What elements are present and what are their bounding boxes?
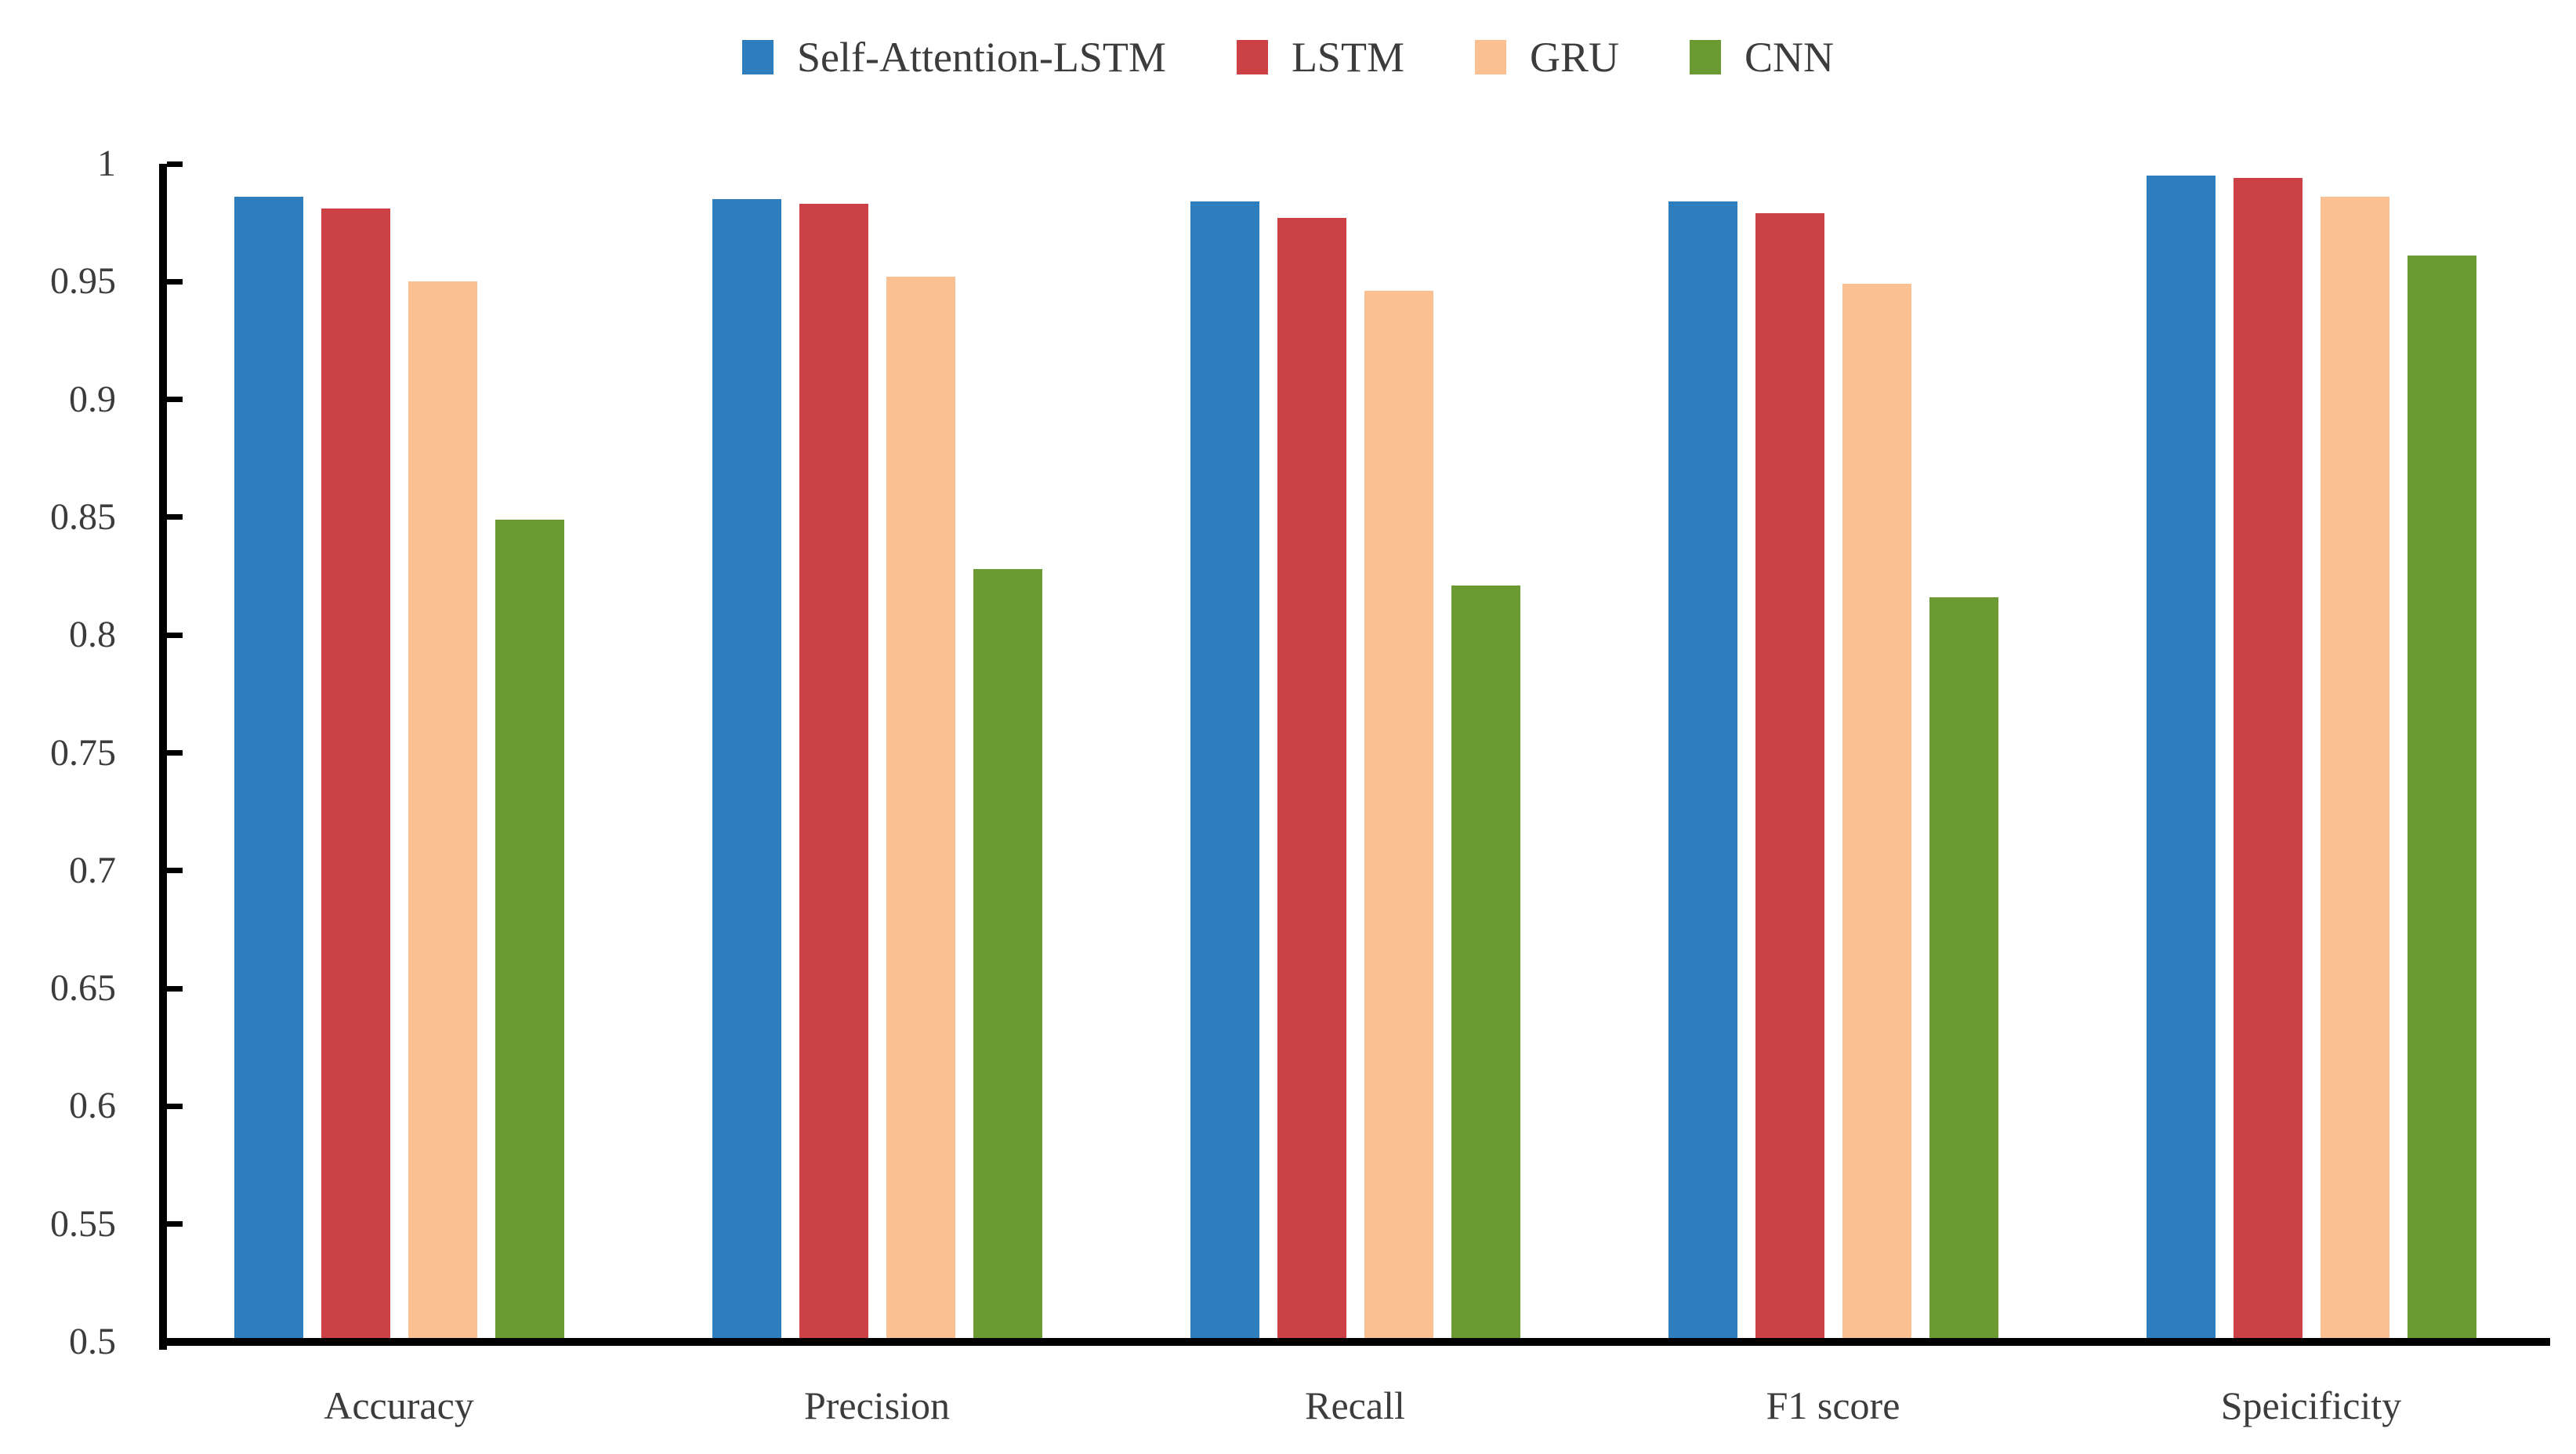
x-axis-label-recall: Recall (1305, 1383, 1405, 1427)
x-axis-line (159, 1338, 2550, 1346)
bar-cnn-precision (973, 569, 1042, 1342)
bar-gru-speicificity (2320, 197, 2389, 1342)
bar-self-attention-lstm-f1-score (1668, 201, 1737, 1342)
bar-lstm-accuracy (321, 208, 390, 1342)
y-tick (167, 750, 183, 756)
y-tick-label: 0.95 (50, 260, 116, 303)
y-tick (167, 397, 183, 403)
y-tick (167, 161, 183, 167)
y-tick-label: 0.5 (69, 1321, 116, 1362)
legend: Self-Attention-LSTM LSTM GRU CNN (0, 36, 2576, 78)
legend-swatch-self-attention-lstm (741, 40, 774, 74)
y-tick-label: 0.75 (50, 731, 116, 774)
y-tick (167, 868, 183, 874)
legend-item-cnn: CNN (1689, 34, 1834, 81)
y-tick-label: 0.7 (69, 849, 116, 891)
bar-gru-precision (886, 277, 955, 1342)
bar-self-attention-lstm-precision (712, 199, 781, 1342)
x-axis-label-f1-score: F1 score (1766, 1383, 1900, 1427)
y-tick (167, 1103, 183, 1109)
legend-item-self-attention-lstm: Self-Attention-LSTM (741, 34, 1166, 81)
bar-gru-f1-score (1842, 284, 1911, 1342)
y-tick-label: 0.85 (50, 495, 116, 538)
y-axis-line (159, 164, 167, 1350)
y-tick-label: 0.8 (69, 614, 116, 656)
legend-label-gru: GRU (1529, 34, 1619, 81)
bar-gru-recall (1364, 291, 1433, 1342)
bar-cnn-f1-score (1929, 597, 1998, 1342)
legend-label-cnn: CNN (1744, 34, 1834, 81)
bar-lstm-speicificity (2233, 178, 2302, 1342)
x-axis-label-speicificity: Speicificity (2220, 1383, 2402, 1427)
x-axis-label-precision: Precision (803, 1383, 951, 1427)
bar-cnn-recall (1451, 586, 1520, 1342)
legend-item-lstm: LSTM (1236, 34, 1404, 81)
legend-swatch-cnn (1689, 40, 1721, 74)
bar-lstm-f1-score (1755, 213, 1824, 1342)
y-tick (167, 1221, 183, 1227)
y-tick-label: 0.65 (50, 967, 116, 1010)
y-tick (167, 985, 183, 992)
y-tick-label: 1 (97, 143, 116, 184)
legend-swatch-lstm (1236, 40, 1268, 74)
legend-swatch-gru (1474, 40, 1506, 74)
legend-label-self-attention-lstm: Self-Attention-LSTM (796, 34, 1166, 81)
y-tick-label: 0.6 (69, 1085, 116, 1127)
bar-self-attention-lstm-accuracy (234, 197, 303, 1342)
bar-self-attention-lstm-recall (1190, 201, 1259, 1342)
y-tick (167, 632, 183, 638)
x-axis-label-accuracy: Accuracy (324, 1383, 474, 1427)
y-tick (167, 278, 183, 285)
legend-label-lstm: LSTM (1291, 34, 1404, 81)
bar-lstm-recall (1277, 218, 1346, 1342)
bar-cnn-speicificity (2407, 256, 2476, 1342)
legend-item-gru: GRU (1474, 34, 1619, 81)
bar-self-attention-lstm-speicificity (2146, 176, 2216, 1342)
y-tick-label: 0.9 (69, 378, 116, 420)
bar-gru-accuracy (408, 281, 477, 1342)
y-tick-label: 0.55 (50, 1202, 116, 1245)
bar-cnn-accuracy (495, 519, 564, 1342)
y-tick (167, 514, 183, 520)
bar-lstm-precision (799, 204, 868, 1342)
